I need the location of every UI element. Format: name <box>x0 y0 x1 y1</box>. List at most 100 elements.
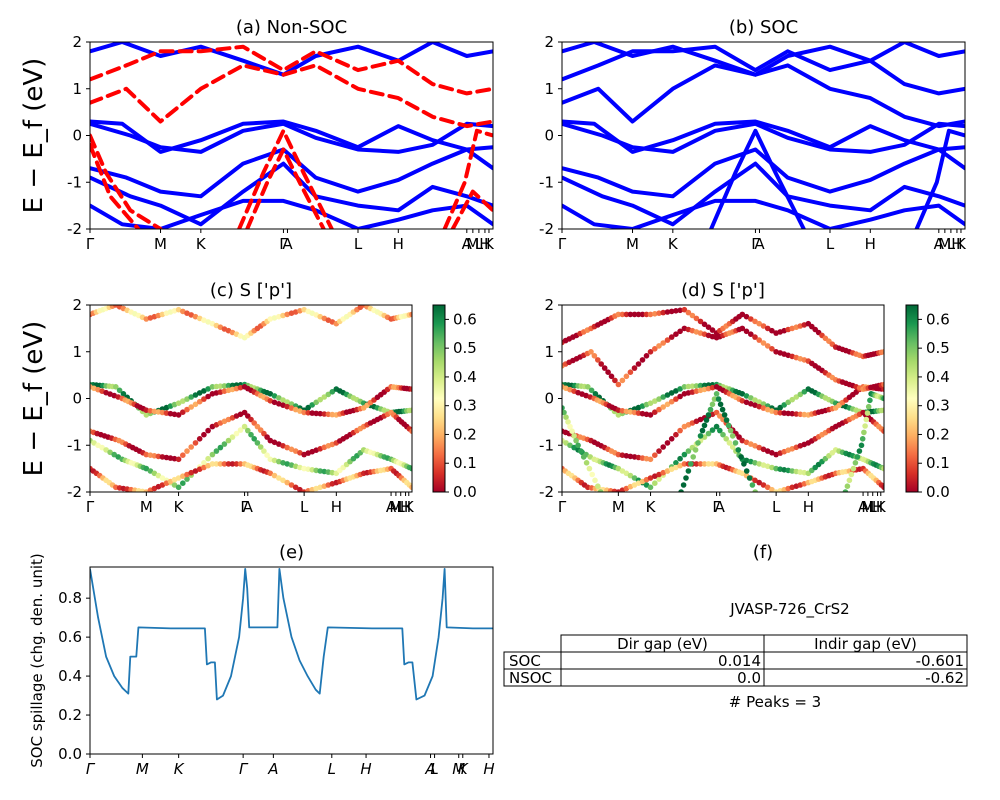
band-point <box>785 399 791 406</box>
y-tick-label: 1 <box>544 343 554 361</box>
band-point <box>184 476 190 482</box>
x-tick-label: K <box>404 498 415 516</box>
band-point <box>267 456 274 463</box>
band-point <box>184 406 190 413</box>
band-point <box>175 475 182 481</box>
band-point <box>752 460 758 466</box>
band-point <box>685 448 692 454</box>
band-point <box>777 404 783 411</box>
x-tick-label: L <box>328 760 336 778</box>
y-tick-label: -1 <box>539 436 554 454</box>
band-point <box>205 462 211 469</box>
colorbar-tick-label: 0.1 <box>926 454 950 472</box>
y-tick-label: -1 <box>67 173 82 191</box>
band-point <box>209 384 216 390</box>
x-tick-label: H <box>331 498 342 516</box>
band-point <box>764 325 771 332</box>
band-point <box>858 442 865 449</box>
band-point <box>627 453 634 460</box>
band-point <box>615 311 622 318</box>
band-point <box>681 461 688 467</box>
band-point <box>229 434 236 440</box>
band-point <box>647 475 654 481</box>
band-point <box>769 327 775 334</box>
band-point <box>284 444 291 451</box>
colorbar-tick-label: 0.4 <box>926 368 950 386</box>
band-point <box>746 475 753 481</box>
band-point <box>678 489 684 492</box>
band-point <box>184 448 190 454</box>
band-point <box>656 343 662 349</box>
band-point <box>681 451 688 458</box>
band-point <box>677 393 683 400</box>
band-point <box>237 427 244 433</box>
tick-marks <box>86 304 410 496</box>
band-point <box>711 396 718 402</box>
band-point <box>760 401 767 407</box>
band-point <box>271 457 278 464</box>
band-point <box>267 316 274 322</box>
band-point <box>752 318 758 325</box>
band-point <box>846 477 853 484</box>
band-point <box>856 448 863 454</box>
band-point <box>196 436 203 442</box>
band-point <box>781 410 787 416</box>
band-point <box>681 384 688 390</box>
band-point <box>673 396 679 402</box>
band-point <box>143 465 150 472</box>
colorbar-tick-label: 0.1 <box>453 454 477 472</box>
band-point <box>797 391 804 398</box>
y-tick-label: -1 <box>67 436 82 454</box>
colorbar-tick-label: 0.2 <box>453 425 477 443</box>
band-point <box>697 382 704 389</box>
band-point <box>309 402 316 408</box>
band-point <box>409 428 412 434</box>
band-point <box>184 396 190 402</box>
x-tick-label: A <box>462 235 473 253</box>
x-tick-label: Γ <box>86 760 96 778</box>
band-point <box>325 391 332 398</box>
colorbar-tick-label: 0.0 <box>926 483 950 501</box>
band-point <box>565 419 571 425</box>
band-point <box>699 427 706 434</box>
band-point <box>705 324 712 331</box>
table-caption: JVASP-726_CrS2 <box>729 600 849 619</box>
band-point <box>605 369 611 376</box>
band-point <box>292 406 299 413</box>
band-point <box>175 306 182 313</box>
band-point <box>184 310 190 317</box>
band-point <box>317 396 324 403</box>
band-point <box>205 393 211 400</box>
band-point <box>595 483 601 490</box>
y-tick-label: 1 <box>544 80 554 98</box>
band-point <box>217 444 224 451</box>
band-point <box>180 480 186 487</box>
band-point <box>292 463 299 470</box>
x-tick-label: A <box>243 498 254 516</box>
colorbar-tick-label: 0.6 <box>453 310 477 328</box>
band-line <box>245 147 326 229</box>
band-point <box>664 401 671 408</box>
band-point <box>248 431 254 438</box>
table-value: 0.014 <box>718 652 761 670</box>
band-point <box>727 427 734 434</box>
band-point <box>723 417 730 423</box>
x-tick-label: M <box>389 498 402 516</box>
band-point <box>271 472 278 479</box>
band-point <box>769 346 775 352</box>
band-point <box>321 411 328 417</box>
y-tick-label: 0.6 <box>58 628 82 646</box>
band-line <box>914 128 965 229</box>
band-point <box>639 311 646 318</box>
axes-frame <box>561 41 966 230</box>
band-line <box>90 42 493 77</box>
band-point <box>261 448 267 454</box>
band-point <box>739 470 746 477</box>
band-point <box>571 433 577 439</box>
band-point <box>288 446 295 453</box>
band-point <box>752 477 758 484</box>
band-point <box>660 469 666 476</box>
band-point <box>725 422 732 429</box>
table-header: Dir gap (eV) <box>617 635 708 653</box>
